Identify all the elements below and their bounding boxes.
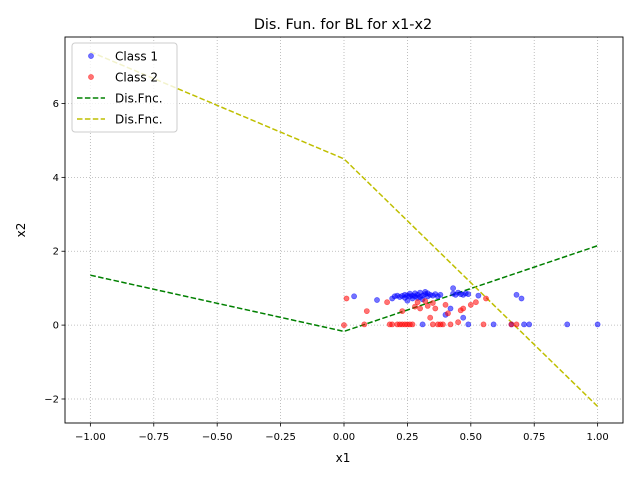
point-class-1 bbox=[475, 292, 482, 299]
x-tick-label: 0.75 bbox=[523, 432, 545, 443]
x-tick-label: 0.50 bbox=[460, 432, 482, 443]
point-class-2 bbox=[432, 305, 439, 312]
point-class-1 bbox=[518, 295, 525, 302]
series-line-3 bbox=[90, 244, 598, 333]
point-class-1 bbox=[594, 321, 601, 328]
point-class-1 bbox=[526, 321, 533, 328]
point-class-2 bbox=[439, 321, 446, 328]
point-class-1 bbox=[437, 291, 444, 298]
point-class-1 bbox=[351, 293, 357, 300]
point-class-1 bbox=[419, 321, 426, 328]
point-class-2 bbox=[341, 322, 347, 328]
point-class-2 bbox=[389, 321, 396, 328]
point-class-2 bbox=[363, 308, 370, 314]
point-class-1 bbox=[521, 321, 527, 328]
point-class-2 bbox=[417, 305, 423, 312]
point-class-2 bbox=[424, 302, 431, 309]
x-axis-label: x1 bbox=[336, 451, 351, 465]
point-class-1 bbox=[447, 305, 454, 312]
legend-point-swatch bbox=[88, 74, 94, 80]
y-axis-label: x2 bbox=[14, 223, 28, 238]
x-tick-label: −0.75 bbox=[138, 432, 169, 443]
chart-title: Dis. Fun. for BL for x1-x2 bbox=[254, 17, 432, 33]
y-tick-label: −2 bbox=[44, 394, 59, 405]
point-class-1 bbox=[465, 321, 472, 328]
x-tick-label: 0.00 bbox=[333, 432, 355, 443]
y-tick-label: 4 bbox=[53, 173, 59, 184]
point-class-2 bbox=[467, 301, 474, 308]
legend-point-swatch bbox=[88, 53, 94, 59]
point-class-2 bbox=[442, 301, 449, 308]
point-class-2 bbox=[460, 305, 467, 312]
point-class-2 bbox=[445, 310, 451, 317]
point-class-2 bbox=[483, 295, 489, 302]
point-class-2 bbox=[414, 299, 421, 306]
point-class-2 bbox=[409, 321, 416, 328]
point-class-2 bbox=[399, 308, 406, 314]
point-class-1 bbox=[490, 321, 497, 328]
legend: Class 1 Class 2 Dis.Fnc. Dis.Fnc. bbox=[71, 42, 178, 133]
legend-label: Class 2 bbox=[115, 71, 158, 85]
scatter-points bbox=[341, 285, 601, 328]
point-class-2 bbox=[508, 321, 515, 328]
legend-label: Dis.Fnc. bbox=[115, 113, 163, 127]
point-class-1 bbox=[465, 291, 472, 297]
x-tick-label: 0.25 bbox=[396, 432, 418, 443]
point-class-2 bbox=[412, 303, 418, 310]
x-tick-label: 1.00 bbox=[587, 432, 609, 443]
legend-label: Class 1 bbox=[115, 50, 158, 64]
y-tick-label: 0 bbox=[53, 321, 59, 332]
point-class-1 bbox=[450, 285, 456, 292]
x-tick-label: −0.50 bbox=[202, 432, 233, 443]
legend-box bbox=[71, 42, 178, 133]
point-class-1 bbox=[564, 321, 571, 328]
point-class-2 bbox=[361, 321, 368, 328]
y-tick-label: 6 bbox=[53, 99, 59, 110]
point-class-2 bbox=[343, 295, 350, 302]
point-class-2 bbox=[513, 321, 520, 328]
point-class-1 bbox=[374, 297, 380, 303]
y-tick-label: 2 bbox=[53, 247, 59, 258]
x-tick-label: −1.00 bbox=[75, 432, 106, 443]
point-class-2 bbox=[427, 314, 434, 321]
point-class-2 bbox=[447, 321, 454, 328]
point-class-2 bbox=[455, 319, 461, 326]
point-class-2 bbox=[480, 321, 487, 328]
point-class-2 bbox=[472, 299, 479, 306]
point-class-1 bbox=[460, 314, 467, 321]
point-class-2 bbox=[422, 298, 429, 304]
point-class-1 bbox=[404, 297, 411, 304]
x-tick-label: −0.25 bbox=[265, 432, 296, 443]
point-class-2 bbox=[429, 300, 436, 306]
point-class-2 bbox=[384, 299, 390, 306]
point-class-2 bbox=[429, 321, 436, 328]
point-class-1 bbox=[513, 291, 520, 298]
axis-ticks: −1.00 −0.75 −0.50 −0.25 0.00 0.25 0.50 0.75 1.00… bbox=[44, 99, 609, 443]
legend-label: Dis.Fnc. bbox=[115, 92, 163, 106]
grid bbox=[65, 37, 623, 423]
